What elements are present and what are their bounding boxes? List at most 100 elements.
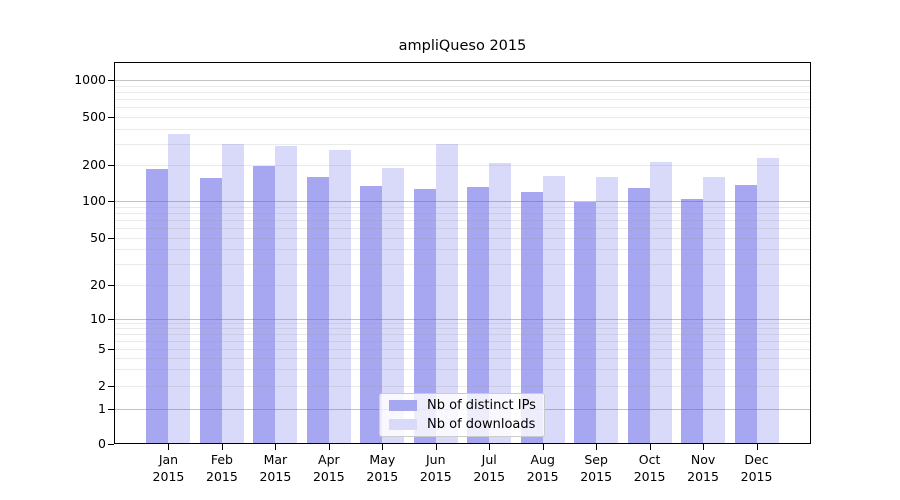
xtick-mark-nov — [703, 444, 704, 450]
xtick-mark-dec — [757, 444, 758, 450]
ytick-label-2: 2 — [98, 378, 106, 393]
gridline-1000 — [115, 80, 810, 81]
gridline-30 — [115, 263, 810, 265]
gridline-8 — [115, 328, 810, 330]
gridline-60 — [115, 227, 810, 229]
gridline-200 — [115, 165, 810, 166]
gridline-80 — [115, 212, 810, 214]
bar-ips-aug — [520, 191, 543, 443]
bar-ips-jun — [413, 188, 436, 443]
ytick-mark-5 — [108, 349, 114, 350]
xtick-label-apr: Apr 2015 — [312, 452, 345, 484]
xtick-label-jun: Jun 2015 — [419, 452, 452, 484]
gridline-7 — [115, 333, 810, 335]
xtick-label-mar: Mar 2015 — [259, 452, 292, 484]
bar-ips-apr — [306, 176, 329, 443]
plot-area: Nb of distinct IPs Nb of downloads — [114, 62, 811, 444]
ytick-label-0: 0 — [98, 435, 106, 451]
bar-ips-nov — [681, 198, 704, 443]
bar-ips-sep — [574, 202, 597, 443]
bar-downloads-nov — [703, 177, 726, 443]
gridline-2 — [115, 386, 810, 387]
ytick-mark-1 — [108, 409, 114, 410]
xtick-mark-oct — [650, 444, 651, 450]
bar-downloads-oct — [649, 161, 672, 443]
xtick-label-jan: Jan 2015 — [152, 452, 185, 484]
ytick-label-50: 50 — [90, 229, 106, 245]
ytick-label-5: 5 — [98, 340, 106, 356]
bar-downloads-apr — [328, 150, 351, 443]
bar-downloads-mar — [275, 145, 298, 443]
gridline-3 — [115, 369, 810, 371]
gridline-6 — [115, 340, 810, 342]
ytick-mark-2 — [108, 386, 114, 387]
gridline-800 — [115, 91, 810, 93]
gridline-700 — [115, 99, 810, 101]
bar-downloads-jan — [168, 134, 191, 443]
bar-ips-mar — [253, 165, 276, 443]
ytick-label-200: 200 — [82, 157, 106, 172]
bar-downloads-dec — [756, 158, 779, 443]
bar-downloads-jun — [435, 143, 458, 443]
ytick-label-1: 1 — [98, 400, 106, 416]
legend: Nb of distinct IPs Nb of downloads — [379, 393, 545, 437]
gridline-600 — [115, 107, 810, 109]
legend-swatch-downloads — [389, 419, 417, 430]
bar-downloads-feb — [221, 144, 244, 443]
ytick-label-100: 100 — [82, 193, 106, 208]
gridline-4 — [115, 357, 810, 359]
xtick-mark-jun — [436, 444, 437, 450]
xtick-label-aug: Aug 2015 — [526, 452, 559, 484]
legend-item-distinct-ips: Nb of distinct IPs — [389, 398, 544, 413]
bar-ips-jul — [467, 186, 490, 443]
ytick-mark-10 — [108, 319, 114, 320]
gridline-50 — [115, 237, 810, 239]
bars-layer — [115, 63, 810, 443]
legend-swatch-distinct-ips — [389, 400, 417, 411]
xtick-label-oct: Oct 2015 — [633, 452, 666, 484]
bar-downloads-may — [382, 167, 405, 443]
xtick-label-sep: Sep 2015 — [580, 452, 613, 484]
bar-ips-oct — [627, 188, 650, 443]
gridline-90 — [115, 206, 810, 208]
legend-item-downloads: Nb of downloads — [389, 417, 544, 432]
bar-ips-feb — [199, 178, 222, 443]
ytick-mark-50 — [108, 238, 114, 239]
gridline-70 — [115, 219, 810, 221]
bar-downloads-jul — [489, 163, 512, 443]
bar-ips-may — [360, 186, 383, 443]
ytick-mark-500 — [108, 117, 114, 118]
xtick-label-jul: Jul 2015 — [473, 452, 506, 484]
ytick-mark-1000 — [108, 80, 114, 81]
grid-layer — [115, 63, 810, 443]
ytick-mark-0 — [108, 444, 114, 445]
chart-title: ampliQueso 2015 — [398, 38, 527, 54]
xtick-mark-jan — [168, 444, 169, 450]
ytick-label-500: 500 — [82, 109, 106, 124]
xtick-mark-aug — [543, 444, 544, 450]
bar-ips-jan — [146, 169, 169, 443]
xtick-label-feb: Feb 2015 — [206, 452, 238, 484]
ytick-label-1000: 1000 — [74, 72, 106, 87]
xtick-mark-feb — [222, 444, 223, 450]
gridline-900 — [115, 85, 810, 87]
gridline-500 — [115, 117, 810, 118]
xtick-mark-jul — [489, 444, 490, 450]
ytick-mark-20 — [108, 285, 114, 286]
gridline-10 — [115, 318, 810, 320]
xtick-mark-sep — [596, 444, 597, 450]
bar-ips-dec — [734, 185, 757, 443]
ytick-label-20: 20 — [90, 276, 106, 292]
ytick-mark-200 — [108, 165, 114, 166]
bar-downloads-sep — [596, 176, 619, 443]
gridline-20 — [115, 284, 810, 286]
bar-downloads-aug — [542, 175, 565, 443]
ytick-label-10: 10 — [90, 310, 106, 326]
xtick-label-nov: Nov 2015 — [687, 452, 719, 484]
legend-label-distinct-ips: Nb of distinct IPs — [427, 398, 536, 413]
xtick-mark-may — [382, 444, 383, 450]
xtick-label-dec: Dec 2015 — [740, 452, 773, 484]
ytick-mark-100 — [108, 201, 114, 202]
gridline-9 — [115, 323, 810, 325]
